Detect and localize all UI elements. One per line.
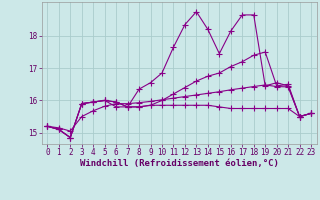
X-axis label: Windchill (Refroidissement éolien,°C): Windchill (Refroidissement éolien,°C) <box>80 159 279 168</box>
